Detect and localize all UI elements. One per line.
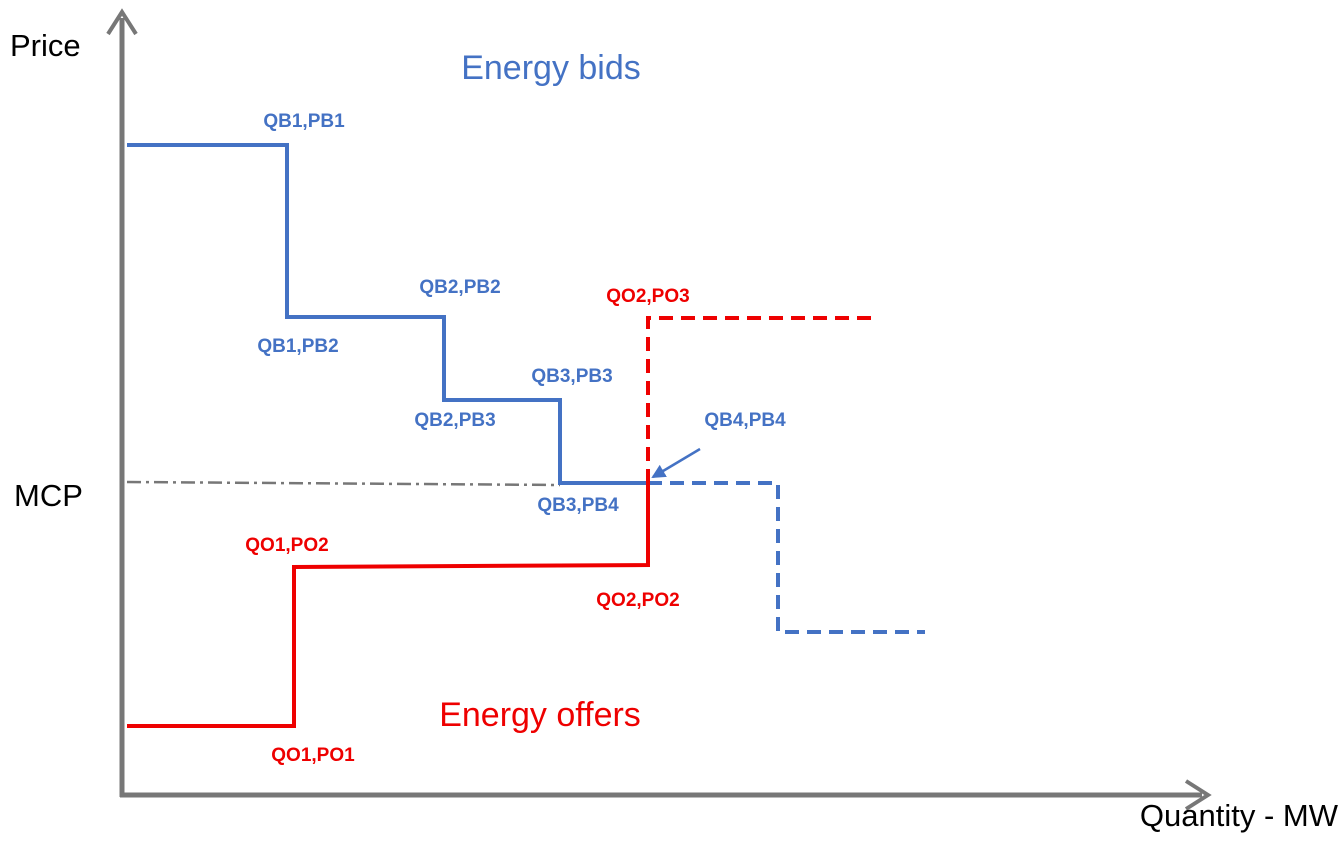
y-axis-arrow	[106, 8, 138, 36]
bids-label: Energy bids	[461, 49, 641, 87]
point-label: QB2,PB3	[414, 410, 495, 431]
mcp-label: MCP	[14, 478, 83, 513]
point-label: QO1,PO2	[245, 535, 328, 556]
point-label: QB4,PB4	[704, 410, 786, 431]
pointer-arrow	[651, 447, 701, 479]
point-label: QB1,PB1	[263, 111, 345, 132]
point-label: QB3,PB3	[531, 366, 612, 387]
point-label: QB1,PB2	[257, 336, 338, 357]
point-label: QO1,PO1	[271, 745, 355, 766]
mcp-line	[126, 480, 561, 487]
offer-curve-dashed	[646, 316, 878, 483]
point-label: QO2,PO2	[596, 590, 679, 611]
x-axis-label: Quantity - MW	[1140, 798, 1339, 833]
point-label: QB2,PB2	[419, 277, 500, 298]
y-axis-label: Price	[10, 28, 81, 63]
offer-curve	[127, 483, 650, 728]
offers-label: Energy offers	[439, 696, 641, 734]
point-label: QO2,PO3	[606, 286, 689, 307]
point-label: QB3,PB4	[537, 495, 619, 516]
bid-curve	[127, 143, 648, 485]
x-axis-arrow	[1184, 779, 1212, 811]
bid-curve-dashed	[648, 481, 925, 634]
